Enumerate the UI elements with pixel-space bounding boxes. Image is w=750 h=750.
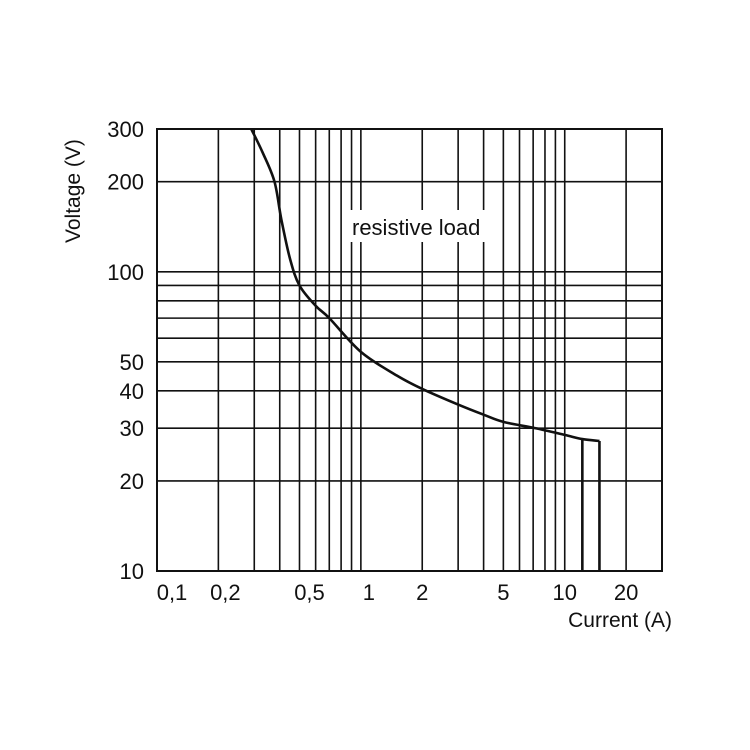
x-tick-label: 0,2 [210,580,241,605]
x-tick-label: 20 [614,580,638,605]
y-tick-label: 200 [107,170,144,195]
x-tick-label: 10 [552,580,576,605]
x-tick-label: 0,1 [157,580,188,605]
x-tick-label: 1 [363,580,375,605]
x-tick-label: 0,5 [294,580,325,605]
x-axis-label: Current (A) [568,609,672,632]
y-tick-label: 10 [120,559,144,584]
y-tick-label: 50 [120,350,144,375]
y-tick-label: 20 [120,469,144,494]
annotation-resistive-load: resistive load [352,215,480,240]
x-tick-label: 5 [497,580,509,605]
load-limit-curve [250,128,600,443]
annotation-background [345,210,493,242]
y-tick-label: 30 [120,416,144,441]
curve-group [250,128,601,571]
y-axis-label: Voltage (V) [62,139,85,243]
x-tick-label: 2 [416,580,428,605]
grid [156,128,663,572]
y-tick-label: 300 [107,117,144,142]
y-tick-label: 100 [107,260,144,285]
tick-labels: 0,1 0,2 0,5 1 2 5 10 20 300 200 100 50 40 30 20 10 [107,117,638,605]
y-tick-label: 40 [120,379,144,404]
plot-border [156,128,663,572]
